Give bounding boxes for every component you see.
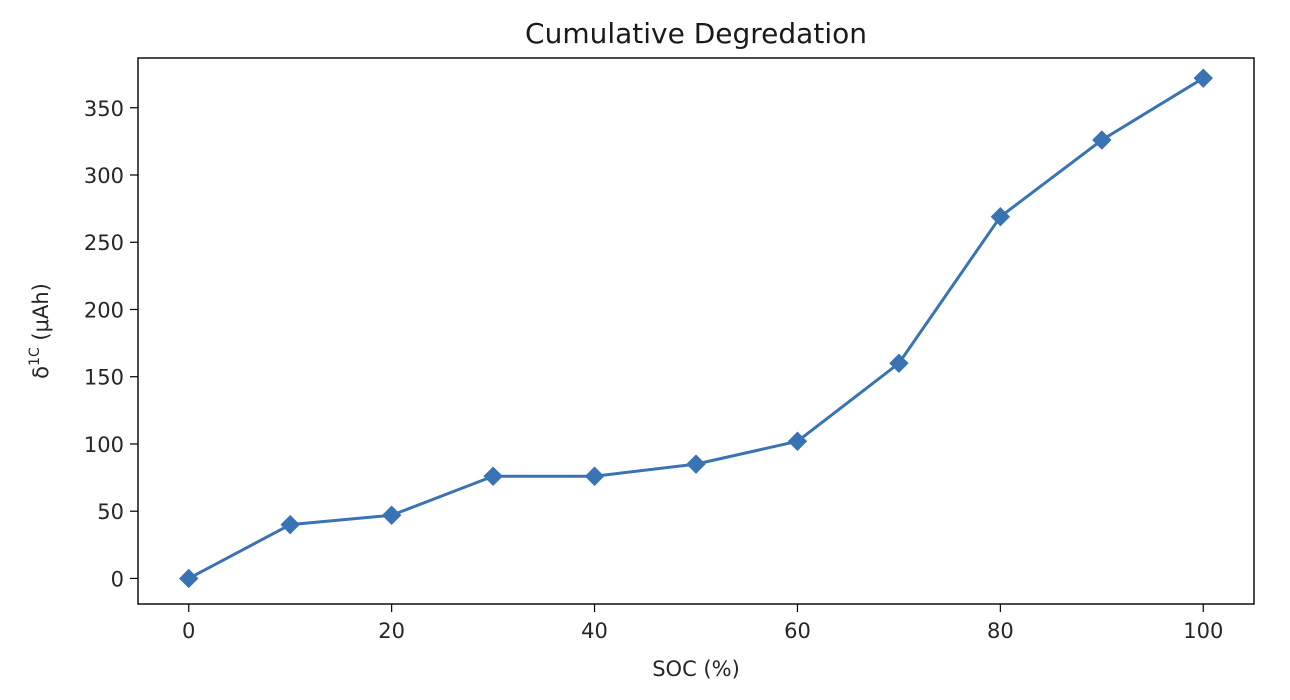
data-point xyxy=(990,206,1011,227)
y-tick-label: 350 xyxy=(84,97,124,121)
y-axis: 0 50 100 150 200 250 300 350 xyxy=(84,97,138,591)
y-tick-label: 100 xyxy=(84,433,124,457)
data-point xyxy=(686,454,706,474)
x-tick-label: 20 xyxy=(378,619,405,643)
y-axis-label-unit: (μAh) xyxy=(29,283,53,347)
y-tick-label: 200 xyxy=(84,298,124,322)
series-line xyxy=(187,76,1205,580)
x-axis: 0 20 40 60 80 100 xyxy=(182,604,1223,643)
y-axis-label-superscript: 1C xyxy=(27,347,43,366)
data-point xyxy=(280,514,300,535)
data-point xyxy=(483,466,503,486)
y-tick-label: 250 xyxy=(84,231,124,255)
series-layer xyxy=(179,68,1213,589)
data-point xyxy=(889,353,909,373)
x-tick-label: 80 xyxy=(987,619,1014,643)
data-point xyxy=(179,568,199,589)
plot-frame xyxy=(137,57,1255,605)
data-point xyxy=(787,431,808,451)
y-tick-label: 150 xyxy=(84,366,124,390)
y-tick-label: 0 xyxy=(111,567,124,591)
data-point xyxy=(1092,130,1112,150)
data-point xyxy=(381,505,402,525)
y-axis-label-symbol: δ xyxy=(29,366,53,379)
y-tick-label: 50 xyxy=(97,500,124,524)
x-tick-label: 0 xyxy=(182,619,195,643)
y-axis-label: δ1C (μAh) xyxy=(27,283,53,379)
x-axis-label: SOC (%) xyxy=(652,657,740,681)
y-tick-label: 300 xyxy=(84,164,124,188)
x-tick-label: 100 xyxy=(1183,619,1223,643)
data-point xyxy=(584,466,605,486)
x-tick-label: 40 xyxy=(581,619,608,643)
chart-title: Cumulative Degredation xyxy=(525,17,867,50)
data-point xyxy=(1193,68,1213,88)
x-tick-label: 60 xyxy=(784,619,811,643)
